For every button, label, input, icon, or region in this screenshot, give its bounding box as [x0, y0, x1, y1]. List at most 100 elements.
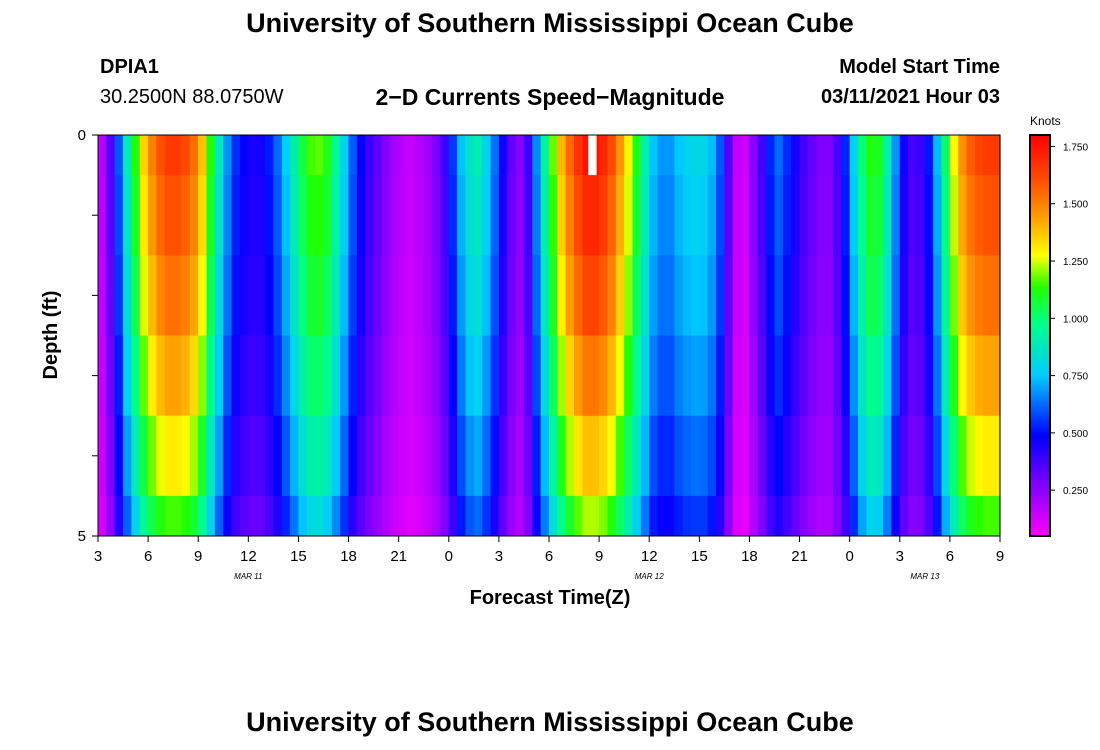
heatmap-cell: [933, 135, 943, 176]
heatmap-cell: [189, 495, 199, 537]
heatmap-cell: [214, 135, 224, 176]
heatmap-cell: [164, 415, 174, 497]
heatmap-cell: [515, 415, 525, 497]
heatmap-cell: [181, 335, 191, 417]
heatmap-cell: [891, 135, 901, 176]
heatmap-cell: [323, 175, 333, 256]
heatmap-cell: [841, 495, 851, 537]
heatmap-cell: [716, 175, 725, 256]
heatmap-cell: [139, 255, 149, 336]
heatmap-cell: [139, 495, 149, 537]
heatmap-cell: [381, 335, 391, 417]
heatmap-cell: [874, 135, 884, 176]
x-tick-label: 0: [445, 548, 453, 565]
heatmap-cell: [432, 495, 442, 537]
heatmap-cell: [139, 415, 149, 497]
heatmap-cell: [156, 415, 166, 497]
heatmap-cell: [248, 335, 258, 417]
x-tick-label: 12: [641, 548, 658, 565]
heatmap-cell: [348, 335, 358, 417]
heatmap-cell: [657, 135, 667, 176]
heatmap-cell: [432, 335, 442, 417]
heatmap-cell: [98, 495, 107, 537]
heatmap-cell: [590, 415, 600, 497]
heatmap-cell: [298, 255, 308, 336]
heatmap-cell: [373, 495, 383, 537]
heatmap-cell: [532, 415, 542, 497]
heatmap-cell: [390, 495, 400, 537]
heatmap-cell: [306, 135, 316, 176]
colorbar-tick-label: 0.750: [1063, 372, 1088, 383]
colorbar-tick-label: 1.250: [1063, 257, 1088, 268]
heatmap-cell: [690, 335, 700, 417]
heatmap-cell: [657, 335, 667, 417]
heatmap-cell: [933, 335, 943, 417]
heatmap-cell: [799, 415, 809, 497]
heatmap-cell: [482, 255, 492, 336]
heatmap-cell: [123, 415, 133, 497]
heatmap-cell: [983, 175, 993, 256]
heatmap-cell: [432, 415, 442, 497]
heatmap-cell: [206, 415, 216, 497]
heatmap-cell: [624, 335, 634, 417]
heatmap-cell: [574, 135, 584, 176]
date-label: MAR 11: [234, 572, 262, 581]
heatmap-cell: [106, 175, 116, 256]
heatmap-cell: [682, 495, 692, 537]
heatmap-cell: [832, 495, 842, 537]
heatmap-cell: [407, 335, 416, 417]
heatmap-cell: [523, 495, 533, 537]
heatmap-cell: [148, 495, 158, 537]
heatmap-cell: [916, 335, 926, 417]
heatmap-cell: [707, 335, 717, 417]
heatmap-cell: [649, 495, 659, 537]
heatmap-cell: [858, 495, 867, 537]
x-tick-label: 6: [545, 548, 553, 565]
heatmap-cell: [649, 175, 659, 256]
heatmap-cell: [265, 255, 274, 336]
heatmap-cell: [682, 135, 692, 176]
heatmap-cell: [281, 255, 291, 336]
y-tick-label: 5: [78, 528, 86, 545]
heatmap-cell: [265, 175, 274, 256]
heatmap-cell: [841, 415, 851, 497]
heatmap-cell: [741, 415, 751, 497]
heatmap-cell: [724, 135, 734, 176]
heatmap-cell: [724, 335, 734, 417]
heatmap-cell: [849, 175, 859, 256]
heatmap-cell: [523, 255, 533, 336]
heatmap-cell: [991, 175, 1001, 256]
heatmap-cell: [206, 175, 216, 256]
heatmap-cell: [799, 175, 809, 256]
heatmap-cell: [549, 135, 558, 176]
heatmap-cell: [966, 335, 976, 417]
heatmap-cell: [649, 335, 659, 417]
heatmap-cell: [123, 335, 133, 417]
heatmap-cell: [231, 255, 241, 336]
heatmap-cell: [665, 255, 675, 336]
heatmap-cell: [123, 495, 133, 537]
heatmap-cell: [607, 335, 617, 417]
heatmap-cell: [674, 175, 684, 256]
heatmap-cell: [490, 175, 500, 256]
heatmap-cell: [632, 335, 642, 417]
heatmap-cell: [983, 135, 993, 176]
heatmap-cell: [131, 255, 141, 336]
heatmap-cell: [941, 175, 951, 256]
heatmap-cell: [465, 335, 475, 417]
heatmap-cell: [974, 175, 984, 256]
heatmap-cell: [340, 135, 350, 176]
heatmap-cell: [507, 255, 517, 336]
heatmap-cell: [690, 415, 700, 497]
heatmap-cell: [457, 175, 467, 256]
heatmap-cell: [699, 335, 709, 417]
heatmap-cell: [640, 335, 650, 417]
x-axis-label: Forecast Time(Z): [470, 587, 631, 609]
heatmap-cell: [766, 255, 776, 336]
heatmap-cell: [223, 415, 233, 497]
heatmap-cell: [348, 255, 358, 336]
colorbar-scale: [1029, 134, 1051, 537]
heatmap-cell: [315, 495, 325, 537]
heatmap-cell: [239, 255, 249, 336]
heatmap-cell: [381, 415, 391, 497]
